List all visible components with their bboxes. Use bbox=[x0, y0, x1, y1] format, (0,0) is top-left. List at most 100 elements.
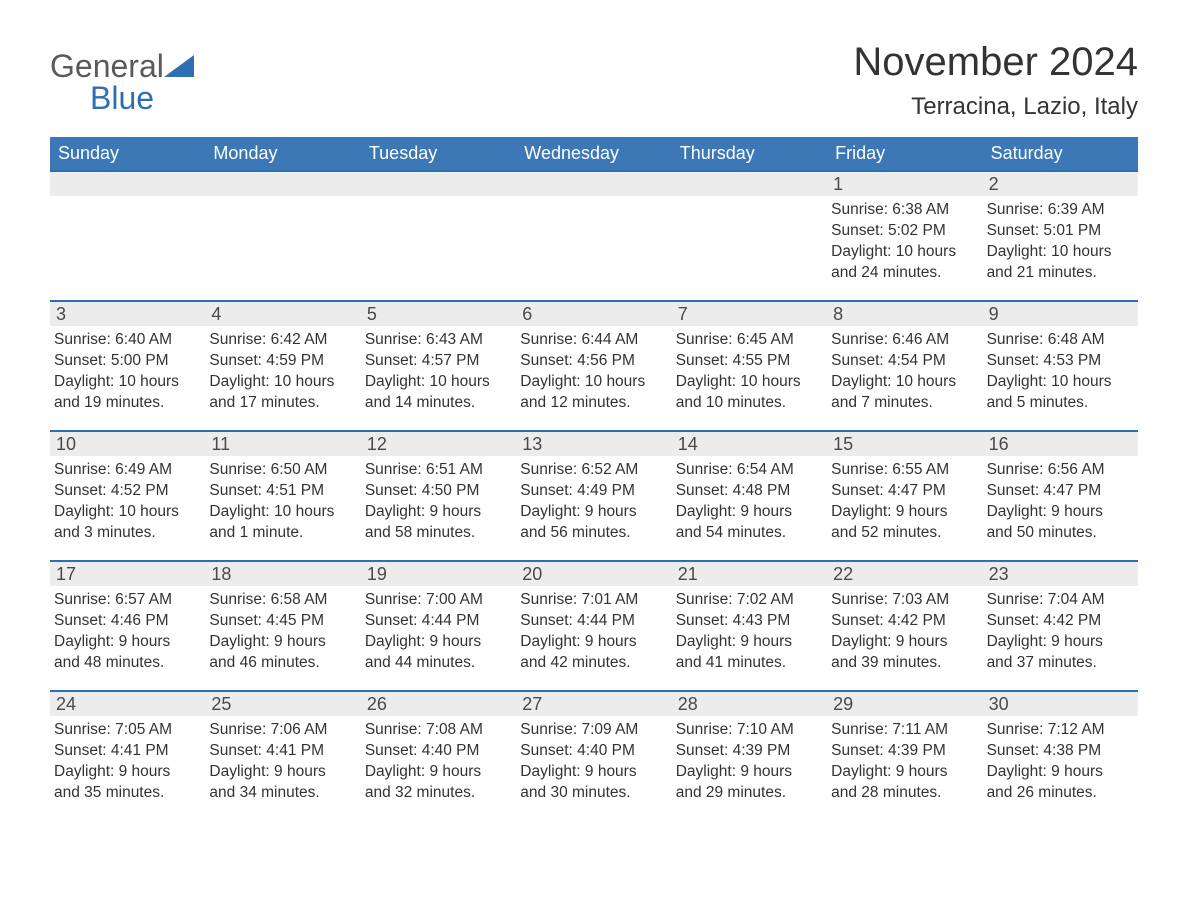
day-cell: 5Sunrise: 6:43 AMSunset: 4:57 PMDaylight… bbox=[361, 302, 516, 430]
daylight-text: Daylight: 9 hours and 37 minutes. bbox=[987, 632, 1132, 674]
weekday-header: Wednesday bbox=[516, 137, 671, 170]
day-number: 8 bbox=[827, 302, 982, 326]
day-cell: 14Sunrise: 6:54 AMSunset: 4:48 PMDayligh… bbox=[672, 432, 827, 560]
weeks-container: 1Sunrise: 6:38 AMSunset: 5:02 PMDaylight… bbox=[50, 170, 1138, 820]
daylight-text: Daylight: 10 hours and 5 minutes. bbox=[987, 372, 1132, 414]
sunrise-text: Sunrise: 6:51 AM bbox=[365, 460, 510, 481]
sunset-text: Sunset: 4:57 PM bbox=[365, 351, 510, 372]
day-details: Sunrise: 6:49 AMSunset: 4:52 PMDaylight:… bbox=[50, 456, 205, 548]
daylight-text: Daylight: 9 hours and 44 minutes. bbox=[365, 632, 510, 674]
day-number: 18 bbox=[205, 562, 360, 586]
logo-text-block: General Blue bbox=[50, 50, 194, 114]
day-details: Sunrise: 6:58 AMSunset: 4:45 PMDaylight:… bbox=[205, 586, 360, 678]
day-cell: 2Sunrise: 6:39 AMSunset: 5:01 PMDaylight… bbox=[983, 172, 1138, 300]
day-cell: 26Sunrise: 7:08 AMSunset: 4:40 PMDayligh… bbox=[361, 692, 516, 820]
day-number: 21 bbox=[672, 562, 827, 586]
sunset-text: Sunset: 4:41 PM bbox=[54, 741, 199, 762]
daylight-text: Daylight: 9 hours and 56 minutes. bbox=[520, 502, 665, 544]
calendar: SundayMondayTuesdayWednesdayThursdayFrid… bbox=[50, 137, 1138, 820]
daylight-text: Daylight: 9 hours and 46 minutes. bbox=[209, 632, 354, 674]
day-cell: 3Sunrise: 6:40 AMSunset: 5:00 PMDaylight… bbox=[50, 302, 205, 430]
sunset-text: Sunset: 4:53 PM bbox=[987, 351, 1132, 372]
sunrise-text: Sunrise: 7:05 AM bbox=[54, 720, 199, 741]
day-cell: 4Sunrise: 6:42 AMSunset: 4:59 PMDaylight… bbox=[205, 302, 360, 430]
day-cell: 16Sunrise: 6:56 AMSunset: 4:47 PMDayligh… bbox=[983, 432, 1138, 560]
week-row: 3Sunrise: 6:40 AMSunset: 5:00 PMDaylight… bbox=[50, 300, 1138, 430]
day-cell bbox=[361, 172, 516, 300]
day-details: Sunrise: 6:40 AMSunset: 5:00 PMDaylight:… bbox=[50, 326, 205, 418]
day-number: 16 bbox=[983, 432, 1138, 456]
sunset-text: Sunset: 4:45 PM bbox=[209, 611, 354, 632]
day-number: 17 bbox=[50, 562, 205, 586]
daylight-text: Daylight: 9 hours and 26 minutes. bbox=[987, 762, 1132, 804]
sunrise-text: Sunrise: 6:43 AM bbox=[365, 330, 510, 351]
sunrise-text: Sunrise: 7:10 AM bbox=[676, 720, 821, 741]
sunset-text: Sunset: 4:42 PM bbox=[987, 611, 1132, 632]
day-cell: 13Sunrise: 6:52 AMSunset: 4:49 PMDayligh… bbox=[516, 432, 671, 560]
daylight-text: Daylight: 9 hours and 39 minutes. bbox=[831, 632, 976, 674]
day-details: Sunrise: 6:38 AMSunset: 5:02 PMDaylight:… bbox=[827, 196, 982, 288]
header: General Blue November 2024 Terracina, La… bbox=[50, 40, 1138, 131]
day-details: Sunrise: 6:43 AMSunset: 4:57 PMDaylight:… bbox=[361, 326, 516, 418]
day-details: Sunrise: 6:50 AMSunset: 4:51 PMDaylight:… bbox=[205, 456, 360, 548]
day-details: Sunrise: 6:48 AMSunset: 4:53 PMDaylight:… bbox=[983, 326, 1138, 418]
day-cell: 18Sunrise: 6:58 AMSunset: 4:45 PMDayligh… bbox=[205, 562, 360, 690]
sunrise-text: Sunrise: 6:39 AM bbox=[987, 200, 1132, 221]
day-number: 4 bbox=[205, 302, 360, 326]
sunset-text: Sunset: 4:43 PM bbox=[676, 611, 821, 632]
sunrise-text: Sunrise: 6:50 AM bbox=[209, 460, 354, 481]
day-details: Sunrise: 6:51 AMSunset: 4:50 PMDaylight:… bbox=[361, 456, 516, 548]
daylight-text: Daylight: 9 hours and 30 minutes. bbox=[520, 762, 665, 804]
sunset-text: Sunset: 4:49 PM bbox=[520, 481, 665, 502]
day-number: 12 bbox=[361, 432, 516, 456]
sunrise-text: Sunrise: 6:49 AM bbox=[54, 460, 199, 481]
day-cell: 19Sunrise: 7:00 AMSunset: 4:44 PMDayligh… bbox=[361, 562, 516, 690]
day-cell bbox=[205, 172, 360, 300]
daylight-text: Daylight: 10 hours and 7 minutes. bbox=[831, 372, 976, 414]
day-number: 5 bbox=[361, 302, 516, 326]
sunrise-text: Sunrise: 6:58 AM bbox=[209, 590, 354, 611]
weekday-header: Tuesday bbox=[361, 137, 516, 170]
day-number: 2 bbox=[983, 172, 1138, 196]
daylight-text: Daylight: 10 hours and 1 minute. bbox=[209, 502, 354, 544]
day-details: Sunrise: 7:03 AMSunset: 4:42 PMDaylight:… bbox=[827, 586, 982, 678]
sunrise-text: Sunrise: 7:01 AM bbox=[520, 590, 665, 611]
sunrise-text: Sunrise: 6:56 AM bbox=[987, 460, 1132, 481]
day-cell: 6Sunrise: 6:44 AMSunset: 4:56 PMDaylight… bbox=[516, 302, 671, 430]
daylight-text: Daylight: 9 hours and 29 minutes. bbox=[676, 762, 821, 804]
day-cell: 28Sunrise: 7:10 AMSunset: 4:39 PMDayligh… bbox=[672, 692, 827, 820]
sunrise-text: Sunrise: 6:57 AM bbox=[54, 590, 199, 611]
sunset-text: Sunset: 4:42 PM bbox=[831, 611, 976, 632]
day-cell: 1Sunrise: 6:38 AMSunset: 5:02 PMDaylight… bbox=[827, 172, 982, 300]
week-row: 17Sunrise: 6:57 AMSunset: 4:46 PMDayligh… bbox=[50, 560, 1138, 690]
sunrise-text: Sunrise: 6:45 AM bbox=[676, 330, 821, 351]
title-block: November 2024 Terracina, Lazio, Italy bbox=[853, 40, 1138, 131]
sunset-text: Sunset: 4:59 PM bbox=[209, 351, 354, 372]
day-cell: 7Sunrise: 6:45 AMSunset: 4:55 PMDaylight… bbox=[672, 302, 827, 430]
day-number: 30 bbox=[983, 692, 1138, 716]
day-cell: 20Sunrise: 7:01 AMSunset: 4:44 PMDayligh… bbox=[516, 562, 671, 690]
daylight-text: Daylight: 10 hours and 10 minutes. bbox=[676, 372, 821, 414]
daylight-text: Daylight: 9 hours and 41 minutes. bbox=[676, 632, 821, 674]
sunset-text: Sunset: 4:44 PM bbox=[520, 611, 665, 632]
sunset-text: Sunset: 5:02 PM bbox=[831, 221, 976, 242]
day-number: 19 bbox=[361, 562, 516, 586]
day-number: 28 bbox=[672, 692, 827, 716]
day-details: Sunrise: 7:05 AMSunset: 4:41 PMDaylight:… bbox=[50, 716, 205, 808]
sunset-text: Sunset: 4:56 PM bbox=[520, 351, 665, 372]
day-cell: 24Sunrise: 7:05 AMSunset: 4:41 PMDayligh… bbox=[50, 692, 205, 820]
daylight-text: Daylight: 9 hours and 35 minutes. bbox=[54, 762, 199, 804]
sunset-text: Sunset: 4:48 PM bbox=[676, 481, 821, 502]
day-details: Sunrise: 7:01 AMSunset: 4:44 PMDaylight:… bbox=[516, 586, 671, 678]
day-details: Sunrise: 7:09 AMSunset: 4:40 PMDaylight:… bbox=[516, 716, 671, 808]
day-number: 10 bbox=[50, 432, 205, 456]
logo-triangle-icon bbox=[164, 55, 194, 77]
sunset-text: Sunset: 5:00 PM bbox=[54, 351, 199, 372]
daylight-text: Daylight: 10 hours and 21 minutes. bbox=[987, 242, 1132, 284]
day-details: Sunrise: 6:52 AMSunset: 4:49 PMDaylight:… bbox=[516, 456, 671, 548]
sunrise-text: Sunrise: 7:09 AM bbox=[520, 720, 665, 741]
sunrise-text: Sunrise: 6:42 AM bbox=[209, 330, 354, 351]
day-number bbox=[205, 172, 360, 196]
sunrise-text: Sunrise: 7:00 AM bbox=[365, 590, 510, 611]
sunset-text: Sunset: 4:40 PM bbox=[520, 741, 665, 762]
